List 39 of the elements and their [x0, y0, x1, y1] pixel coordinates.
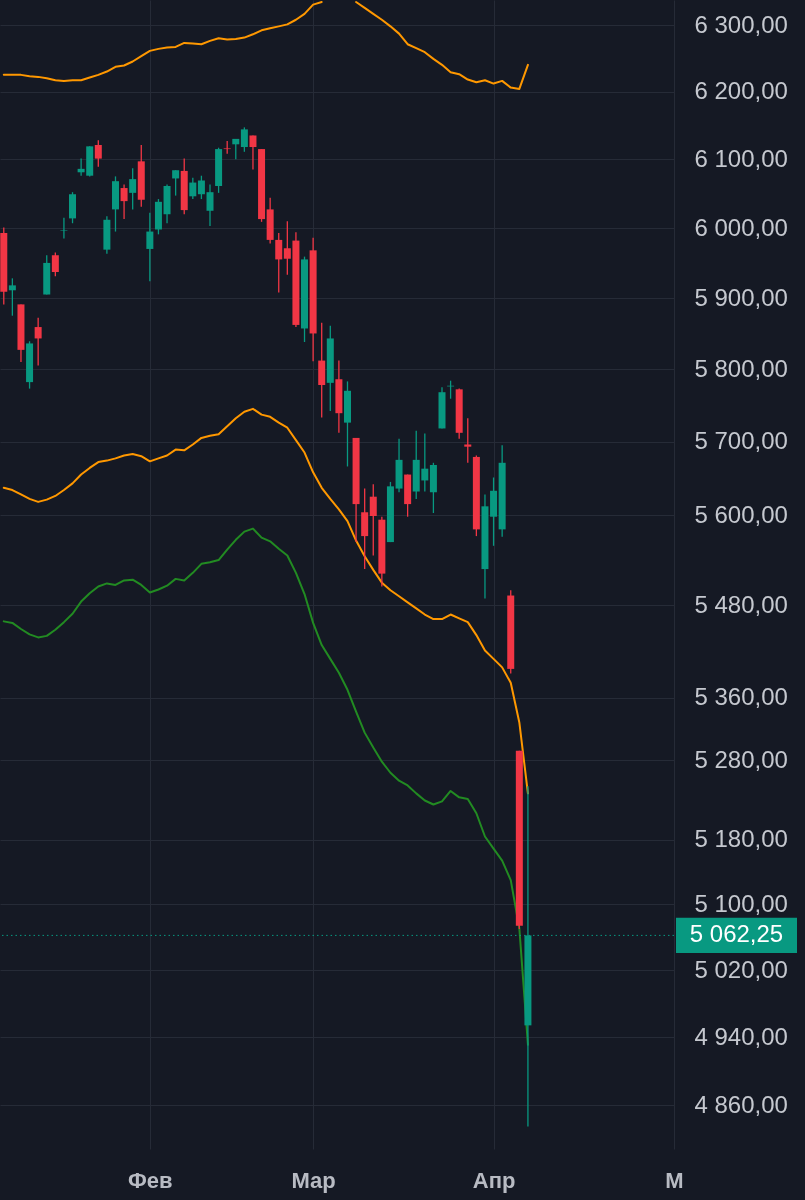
candlestick	[34, 317, 42, 367]
candlestick	[206, 183, 214, 227]
candlestick	[51, 251, 59, 277]
candlestick	[172, 169, 180, 197]
y-tick-label: 4 860,00	[694, 1090, 788, 1118]
y-tick-label: 6 100,00	[694, 144, 788, 172]
y-tick-label: 5 100,00	[694, 889, 788, 917]
y-tick-label: 5 180,00	[694, 825, 788, 853]
y-tick-label: 5 480,00	[694, 590, 788, 618]
y-tick-label: 5 600,00	[694, 500, 788, 528]
y-tick-label: 6 300,00	[694, 10, 788, 38]
candlestick	[249, 134, 257, 171]
y-tick-label: 5 020,00	[694, 955, 788, 983]
ref-line-label: 5 062,25	[689, 920, 784, 948]
y-tick-label: 5 360,00	[694, 683, 788, 711]
candlestick	[361, 487, 369, 570]
y-tick-label: 4 940,00	[694, 1022, 788, 1050]
y-tick-label: 5 280,00	[694, 745, 788, 773]
candlestick	[369, 483, 377, 557]
candlestick	[464, 417, 472, 464]
candlestick	[275, 232, 283, 294]
y-tick-label: 6 200,00	[694, 77, 788, 105]
y-tick-label: 5 700,00	[694, 427, 788, 455]
candlestick	[197, 175, 205, 200]
candlestick	[120, 183, 128, 220]
candlestick	[94, 139, 102, 168]
candlestick	[146, 212, 154, 282]
candlestick	[240, 126, 248, 153]
x-tick-label: М	[665, 1167, 684, 1193]
candlestick	[129, 167, 137, 211]
candlestick	[60, 217, 68, 240]
y-tick-label: 6 000,00	[694, 213, 788, 241]
y-tick-label: 5 800,00	[694, 354, 788, 382]
x-tick-label: Мар	[291, 1167, 336, 1193]
candlestick	[8, 277, 16, 317]
y-tick-label: 5 900,00	[694, 283, 788, 311]
candlestick	[189, 177, 197, 200]
x-tick-label: Апр	[472, 1167, 516, 1193]
x-tick-label: Фев	[128, 1167, 173, 1193]
